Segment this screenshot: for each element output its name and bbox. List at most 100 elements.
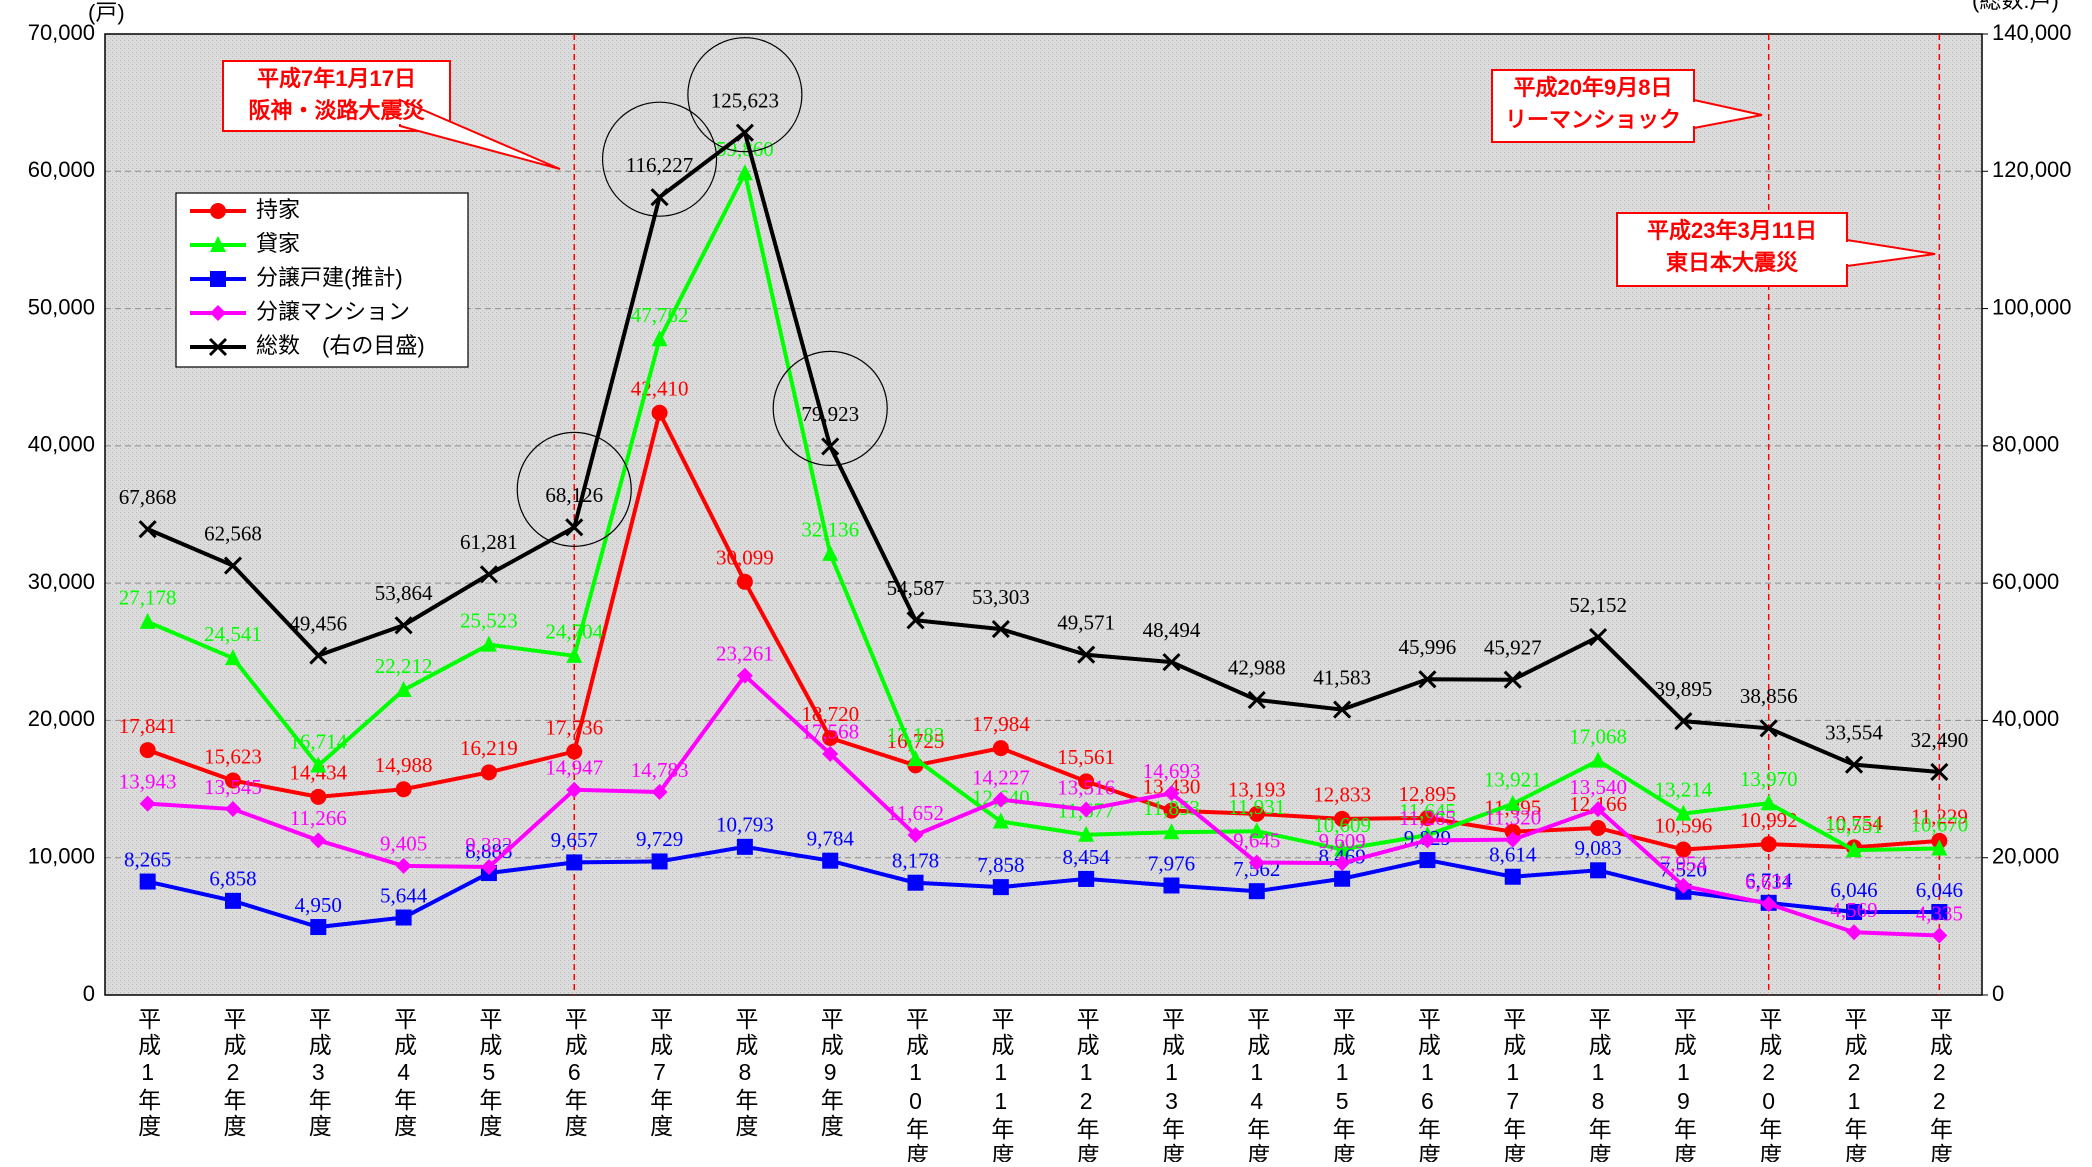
data-label: 16,725 (887, 729, 945, 753)
legend-label: 貸家 (256, 231, 300, 256)
data-label: 13,943 (119, 769, 177, 793)
marker (395, 781, 412, 798)
marker (224, 801, 241, 818)
data-label: 14,693 (1143, 759, 1201, 783)
data-label: 9,405 (380, 832, 427, 856)
marker (822, 745, 839, 762)
x-tick-label: 平成3年度 (305, 1007, 332, 1140)
marker (1247, 690, 1266, 709)
data-label: 10,551 (1825, 814, 1883, 838)
data-label: 67,868 (119, 485, 177, 509)
marker (907, 827, 924, 844)
marker (1760, 794, 1777, 811)
y-tick-label: 70,000 (28, 20, 95, 45)
data-label: 11,265 (1399, 806, 1456, 830)
data-label: 15,561 (1057, 745, 1115, 769)
data-label: 6,858 (209, 867, 256, 891)
marker (1248, 854, 1265, 871)
data-label: 11,645 (1399, 799, 1456, 823)
data-label: 53,864 (375, 581, 433, 605)
x-tick-label: 平成14年度 (1244, 1007, 1271, 1162)
data-label: 17,068 (1569, 724, 1627, 748)
marker (210, 305, 226, 321)
marker (1334, 840, 1351, 857)
marker (309, 646, 328, 665)
marker (480, 764, 497, 781)
marker (1078, 773, 1095, 790)
data-label: 9,083 (1574, 836, 1621, 860)
data-label: 9,729 (636, 827, 683, 851)
marker (210, 271, 226, 287)
marker (1162, 653, 1181, 672)
marker (1931, 903, 1948, 920)
data-label: 9,657 (551, 828, 598, 852)
y2-tick-label: 100,000 (1992, 294, 2072, 319)
annotation-text: 平成20年9月8日 (1514, 75, 1673, 100)
marker (1504, 831, 1521, 848)
data-label: 79,923 (801, 402, 859, 426)
highlight-circle (601, 101, 718, 217)
marker (566, 646, 583, 663)
data-label: 68,126 (545, 483, 603, 507)
data-label: 17,736 (545, 715, 603, 739)
marker (906, 611, 925, 630)
marker (1760, 836, 1777, 853)
annotation-text: 平成7年1月17日 (257, 66, 416, 91)
y2-tick-label: 40,000 (1992, 706, 2059, 731)
data-label: 10,793 (716, 813, 774, 837)
marker (907, 874, 924, 891)
x-tick-label: 平成4年度 (391, 1007, 418, 1140)
data-label: 14,227 (972, 765, 1030, 789)
data-label: 38,856 (1740, 684, 1798, 708)
x-tick-label: 平成15年度 (1329, 1007, 1356, 1162)
marker (210, 236, 226, 252)
y2-tick-label: 120,000 (1992, 157, 2072, 182)
marker (210, 203, 226, 219)
data-label: 54,587 (887, 576, 945, 600)
data-label: 49,456 (289, 611, 347, 635)
marker (650, 188, 669, 207)
data-label: 17,183 (887, 723, 945, 747)
marker (566, 781, 583, 798)
x-tick-label: 平成17年度 (1500, 1007, 1527, 1162)
marker (736, 838, 753, 855)
y2-tick-label: 140,000 (1992, 20, 2072, 45)
data-label: 11,320 (1484, 805, 1541, 829)
data-label: 8,265 (124, 847, 171, 871)
marker (1675, 804, 1692, 821)
data-label: 10,754 (1825, 811, 1883, 835)
marker (566, 743, 583, 760)
marker (1760, 895, 1777, 912)
data-label: 53,303 (972, 585, 1030, 609)
marker (139, 742, 156, 759)
marker (139, 795, 156, 812)
marker (1419, 832, 1436, 849)
data-label: 5,644 (380, 883, 428, 907)
marker (1590, 862, 1607, 879)
data-label: 32,490 (1910, 728, 1968, 752)
annotation-box (222, 60, 451, 132)
data-label: 7,954 (1660, 852, 1708, 876)
highlight-circle (772, 350, 888, 466)
x-tick-label: 平成22年度 (1926, 1007, 1953, 1162)
marker (1846, 903, 1863, 920)
marker (822, 544, 839, 561)
data-label: 48,494 (1143, 618, 1201, 642)
marker (566, 854, 583, 871)
marker (223, 556, 243, 575)
x-tick-label: 平成10年度 (903, 1007, 930, 1162)
marker (907, 750, 924, 767)
data-label: 49,571 (1057, 611, 1115, 635)
annotation-text: 東日本大震災 (1666, 250, 1799, 275)
marker (480, 859, 497, 876)
data-label: 10,670 (1910, 812, 1968, 836)
marker (1334, 855, 1351, 872)
data-label: 7,858 (977, 853, 1024, 877)
marker (1589, 627, 1608, 647)
data-label: 16,219 (460, 736, 518, 760)
data-label: 13,545 (204, 775, 262, 799)
data-label: 24,541 (204, 622, 262, 646)
marker (651, 330, 668, 347)
data-label: 22,212 (375, 654, 433, 678)
